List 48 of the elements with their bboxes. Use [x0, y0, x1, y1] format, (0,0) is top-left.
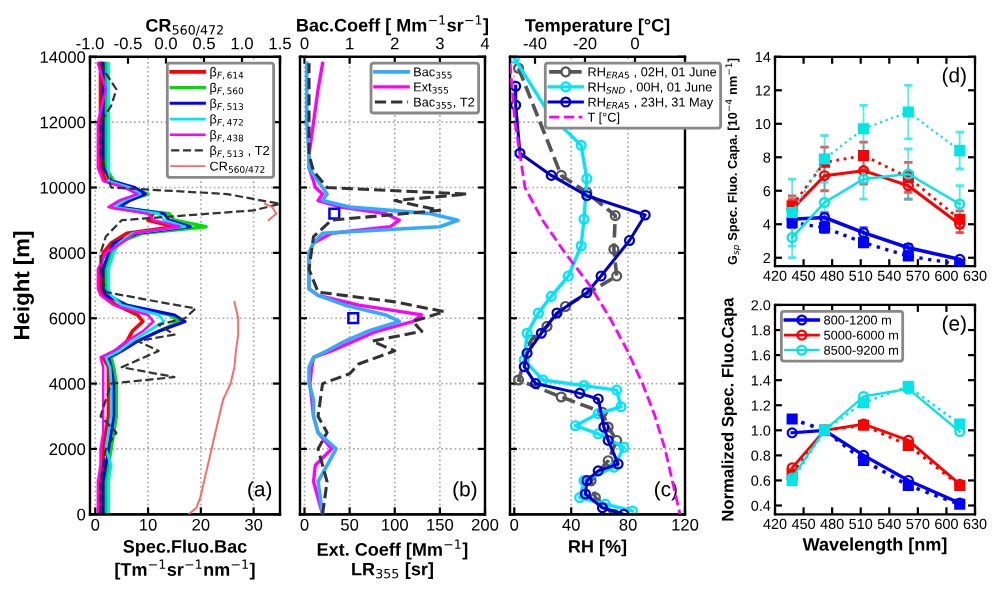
x2-tick-label: 0: [631, 37, 639, 50]
y-tick-label: 8000: [49, 247, 86, 260]
x-tick-label: 120: [672, 518, 699, 531]
x-tick-label: 20: [192, 518, 210, 531]
x2-tick-label: 1.5: [269, 37, 291, 50]
annotation: (d): [942, 67, 966, 87]
x-tick-label: 0: [510, 518, 519, 531]
x-tick-label: 100: [382, 518, 409, 531]
y-tick-label: 12000: [40, 116, 86, 129]
x-axis-title: Wavelength [nm]: [802, 537, 947, 555]
x2-tick-label: 0.0: [155, 37, 177, 50]
annotation: (e): [942, 315, 966, 335]
y-tick-label: 6000: [49, 312, 86, 325]
x-axis-title: Spec.Fluo.Bac [Tm$^{−1}$sr$^{−1}$nm$^{−1}$]: [115, 539, 255, 580]
x2-tick-label: 2: [390, 37, 399, 50]
x-tick-label: 30: [244, 518, 263, 531]
y-axis-title: Normalized Spec. Fluo.Capa: [721, 297, 737, 521]
y-tick-label: 10000: [40, 181, 86, 194]
x-tick-label: 10: [140, 518, 157, 531]
x-tick-label: 150: [427, 518, 454, 531]
y-tick-label: 14000: [40, 51, 86, 64]
y-tick-label: 2000: [49, 443, 86, 456]
x-tick-label: 40: [562, 518, 580, 531]
x2-tick-label: -1.0: [76, 37, 104, 50]
y-axis-title: Height [m]: [13, 231, 34, 339]
y-tick-label: 4000: [49, 377, 86, 390]
x-tick-label: 50: [341, 518, 359, 531]
annotation: (a): [248, 481, 272, 501]
x2-tick-label: 3: [435, 37, 444, 50]
x2-tick-label: -20: [573, 37, 597, 50]
x2-tick-label: 4: [480, 37, 490, 50]
x2-tick-label: 1: [346, 37, 354, 50]
x2-tick-label: -0.5: [114, 37, 142, 50]
x-tick-label: 0: [91, 518, 100, 531]
x-axis-title: RH [%]: [569, 539, 627, 557]
x2-tick-label: 1.0: [231, 37, 253, 50]
x2-axis-title: Temperature [°C]: [525, 18, 670, 36]
x-tick-label: 80: [619, 518, 637, 531]
annotation: (b): [453, 481, 477, 501]
x2-tick-label: -40: [523, 37, 547, 50]
x-tick-label: 0: [300, 518, 309, 531]
text: Ext. Coeff [Mm$^{−1}$] LR$_{355}$ [sr]: [317, 539, 468, 580]
x2-axis-title: Bac.Coeff [ Mm$^{−1}$sr$^{−1}$]: [297, 15, 488, 36]
x2-tick-label: 0: [300, 37, 309, 50]
y-tick-label: 0: [77, 508, 86, 521]
x-tick-label: 200: [471, 518, 499, 531]
x2-tick-label: 0.5: [193, 37, 215, 50]
x2-axis-title: CR$_{560/472}$: [146, 18, 223, 36]
